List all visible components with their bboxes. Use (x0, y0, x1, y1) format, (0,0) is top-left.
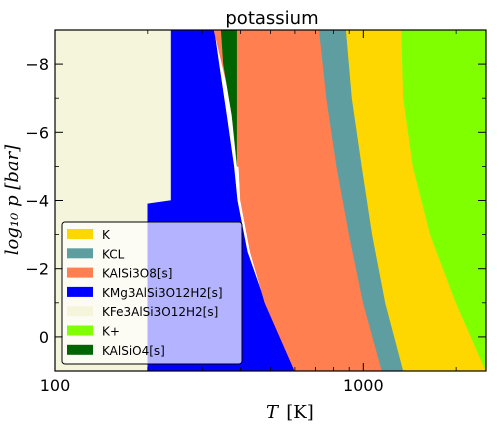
legend-label: K (102, 228, 111, 242)
y-tick-label: 0 (39, 328, 49, 347)
svg-text:T: T (266, 402, 280, 423)
legend-label: KAlSiO4[s] (102, 344, 165, 358)
legend-swatch (67, 267, 93, 278)
y-tick-label: −8 (25, 55, 49, 74)
legend-swatch (67, 306, 93, 317)
legend-swatch (67, 325, 93, 336)
legend-box (61, 221, 243, 365)
y-tick-label: −2 (25, 260, 49, 279)
svg-text:[K]: [K] (286, 402, 314, 423)
x-tick-label: 1000 (343, 376, 384, 395)
legend: K KCL KAlSi3O8[s] KMg3AlSi3O12H2[s] KFe3AlSi… (61, 221, 243, 365)
y-tick-label: −4 (25, 192, 49, 211)
legend-label: KCL (102, 247, 125, 261)
chart-title: potassium (225, 8, 318, 29)
x-tick-label: 100 (40, 376, 71, 395)
legend-label: KFe3AlSi3O12H2[s] (102, 305, 218, 319)
y-tick-label: −6 (25, 123, 49, 142)
legend-swatch (67, 229, 93, 239)
svg-text:log₁₀ p [bar]: log₁₀ p [bar] (2, 144, 23, 255)
legend-swatch (67, 344, 93, 355)
x-axis-label: T [K] (266, 402, 314, 423)
y-axis-label: log₁₀ p [bar] (2, 144, 23, 255)
legend-swatch (67, 286, 93, 297)
legend-label: K+ (102, 325, 120, 339)
axis-ticks: 100 1000 −8 −6 −4 −2 0 (25, 29, 486, 395)
legend-label: KMg3AlSi3O12H2[s] (102, 286, 223, 300)
legend-label: KAlSi3O8[s] (102, 267, 172, 281)
legend-swatch (67, 248, 93, 259)
